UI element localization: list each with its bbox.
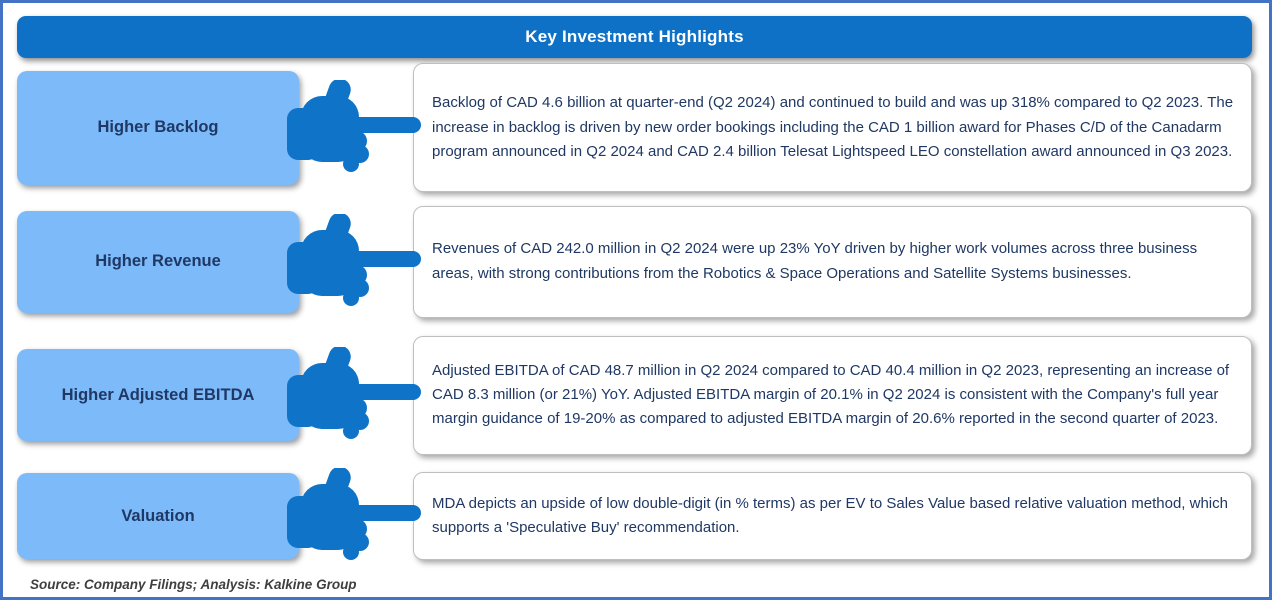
description-text: MDA depicts an upside of low double-digi…	[432, 494, 1228, 537]
right-pointing-hand-icon	[287, 213, 421, 310]
description-box-backlog: Backlog of CAD 4.6 billion at quarter-en…	[413, 63, 1252, 193]
description-box-revenue: Revenues of CAD 242.0 million in Q2 2024…	[413, 205, 1252, 318]
highlight-row-valuation: Valuation MDA depicts an upside o	[17, 463, 1252, 569]
label-text: Higher Adjusted EBITDA	[61, 385, 255, 404]
description-text: Backlog of CAD 4.6 billion at quarter-en…	[432, 94, 1234, 160]
right-pointing-hand-icon	[287, 79, 421, 176]
highlight-row-ebitda: Higher Adjusted EBITDA Adjusted E	[17, 327, 1252, 463]
right-pointing-hand-icon	[287, 468, 421, 564]
label-text: Valuation	[121, 506, 195, 525]
page-title: Key Investment Highlights	[525, 27, 744, 46]
highlight-row-backlog: Higher Backlog Backlog of CAD 4.6	[17, 60, 1252, 196]
description-box-valuation: MDA depicts an upside of low double-digi…	[413, 472, 1252, 561]
label-box-higher-revenue: Higher Revenue	[17, 210, 299, 313]
description-text: Adjusted EBITDA of CAD 48.7 million in Q…	[432, 361, 1230, 428]
highlight-row-revenue: Higher Revenue Revenues of CAD 24	[17, 196, 1252, 328]
label-box-higher-backlog: Higher Backlog	[17, 70, 299, 185]
label-text: Higher Backlog	[97, 118, 219, 137]
source-note: Source: Company Filings; Analysis: Kalki…	[30, 577, 357, 592]
description-text: Revenues of CAD 242.0 million in Q2 2024…	[432, 240, 1198, 282]
label-text: Higher Revenue	[95, 252, 221, 271]
label-box-higher-adjusted-ebitda: Higher Adjusted EBITDA	[17, 349, 299, 442]
description-box-ebitda: Adjusted EBITDA of CAD 48.7 million in Q…	[413, 335, 1252, 455]
highlight-rows: Higher Backlog Backlog of CAD 4.6	[17, 60, 1252, 569]
label-box-valuation: Valuation	[17, 473, 299, 560]
title-bar: Key Investment Highlights	[17, 16, 1252, 58]
right-pointing-hand-icon	[287, 347, 421, 443]
